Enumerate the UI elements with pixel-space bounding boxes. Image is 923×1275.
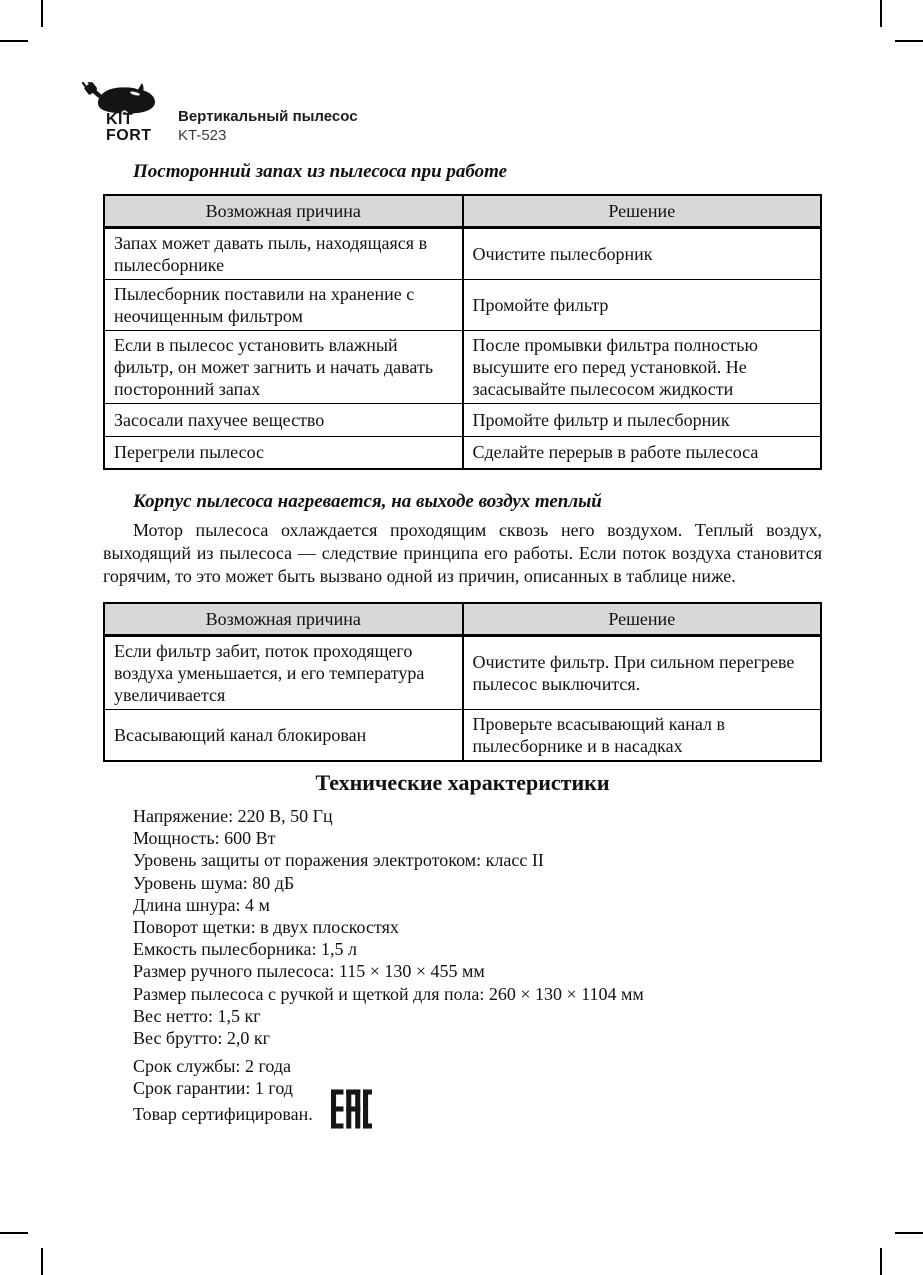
service-life-line: Срок службы: 2 года [133, 1056, 292, 1076]
column-header-cause: Возможная причина [103, 602, 463, 637]
solution-cell: Очистите пылесборник [461, 226, 822, 280]
solution-cell: Промойте фильтр и пылесборник [461, 402, 822, 437]
product-model: KT-523 [178, 127, 227, 144]
section2-paragraph: Мотор пылесоса охлаждается проходящим ск… [103, 520, 822, 587]
solution-cell: Промойте фильтр [461, 278, 822, 331]
section2-heading: Корпус пылесоса нагревается, на выходе в… [133, 491, 602, 512]
column-header-cause: Возможная причина [103, 194, 463, 229]
column-header-solution: Решение [461, 602, 822, 637]
table-row: Всасывающий канал блокирован Проверьте в… [103, 708, 822, 761]
column-header-solution: Решение [461, 194, 822, 229]
spec-item-full-size: Размер пылесоса с ручкой и щеткой для по… [133, 983, 644, 1004]
crop-mark-bottom-left-h [0, 1232, 28, 1234]
crop-mark-top-left-h [0, 40, 28, 42]
cause-cell: Если в пылесос установить влажный фильтр… [103, 329, 463, 404]
cause-cell: Всасывающий канал блокирован [103, 708, 463, 761]
crop-mark-top-right-v [880, 0, 882, 27]
solution-cell: Проверьте всасывающий канал в пылесборни… [461, 708, 822, 761]
solution-cell: После промывки фильтра полностью высушит… [461, 329, 822, 404]
crop-mark-top-right-h [895, 40, 923, 42]
specs-list: Напряжение: 220 В, 50 Гц Мощность: 600 В… [133, 805, 644, 1049]
spec-item-cord-length: Длина шнура: 4 м [133, 894, 270, 915]
crop-mark-bottom-right-h [895, 1232, 923, 1234]
fault-table-heat: Возможная причина Решение Если фильтр за… [103, 602, 822, 762]
spec-item-protection-class: Уровень защиты от поражения электротоком… [133, 850, 544, 871]
section1-heading: Посторонний запах из пылесоса при работе [133, 161, 508, 182]
solution-cell: Очистите фильтр. При сильном перегреве п… [461, 634, 822, 710]
cause-cell: Перегрели пылесос [103, 435, 463, 470]
table-row: Если фильтр забит, поток проходящего воз… [103, 634, 822, 710]
cause-cell: Пылесборник поставили на хранение с неоч… [103, 278, 463, 331]
table-row: Если в пылесос установить влажный фильтр… [103, 329, 822, 404]
table-row: Запах может давать пыль, находящаяся в п… [103, 226, 822, 280]
warranty-line: Срок гарантии: 1 год [133, 1078, 293, 1098]
spec-item-gross-weight: Вес брутто: 2,0 кг [133, 1028, 270, 1049]
solution-cell: Сделайте перерыв в работе пылесоса [461, 435, 822, 470]
spec-item-net-weight: Вес нетто: 1,5 кг [133, 1005, 261, 1026]
table-header-row: Возможная причина Решение [103, 602, 822, 637]
crop-mark-top-left-v [41, 0, 43, 27]
eac-conformity-mark-icon [331, 1089, 372, 1129]
spec-item-voltage: Напряжение: 220 В, 50 Гц [133, 806, 333, 826]
table-row: Перегрели пылесос Сделайте перерыв в раб… [103, 435, 822, 470]
spec-item-handheld-size: Размер ручного пылесоса: 115 × 130 × 455… [133, 961, 485, 982]
cause-cell: Запах может давать пыль, находящаяся в п… [103, 226, 463, 280]
spec-item-dust-capacity: Емкость пылесборника: 1,5 л [133, 939, 357, 960]
specs-title: Технические характеристики [315, 770, 610, 795]
logo-word-fort: FORT [106, 127, 152, 144]
spec-item-power: Мощность: 600 Вт [133, 828, 276, 849]
spec-item-brush-swivel: Поворот щетки: в двух плоскостях [133, 917, 399, 938]
fault-table-odor: Возможная причина Решение Запах может да… [103, 194, 822, 470]
table-header-row: Возможная причина Решение [103, 194, 822, 229]
kitfort-cat-plug-logo-icon [82, 82, 155, 114]
crop-mark-bottom-left-v [41, 1248, 43, 1275]
logo-word-kit: KIT [106, 111, 134, 128]
cause-cell: Засосали пахучее вещество [103, 402, 463, 437]
crop-mark-bottom-right-v [880, 1248, 882, 1275]
cause-cell: Если фильтр забит, поток проходящего воз… [103, 634, 463, 710]
table-row: Засосали пахучее вещество Промойте фильт… [103, 402, 822, 437]
product-name: Вертикальный пылесос [178, 108, 358, 125]
certified-line: Товар сертифицирован. [133, 1104, 313, 1124]
spec-item-noise-level: Уровень шума: 80 дБ [133, 872, 295, 893]
table-row: Пылесборник поставили на хранение с неоч… [103, 278, 822, 331]
